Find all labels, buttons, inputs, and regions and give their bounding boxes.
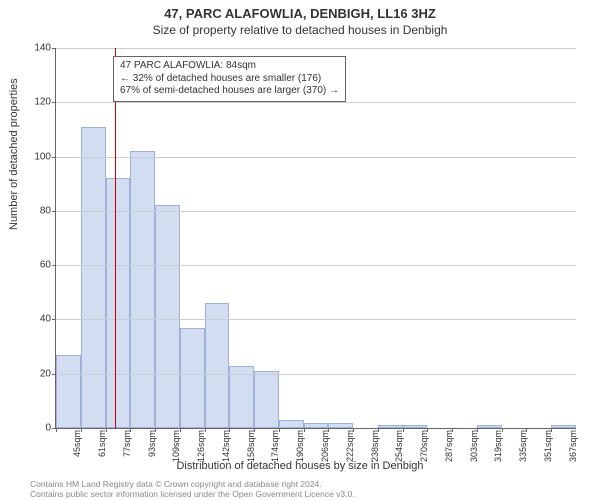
y-tick-label: 100 — [21, 151, 51, 162]
property-marker-line — [115, 48, 116, 428]
y-tick-label: 60 — [21, 260, 51, 271]
annotation-line: 47 PARC ALAFOWLIA: 84sqm — [120, 60, 339, 73]
y-tick-label: 20 — [21, 368, 51, 379]
histogram-bar — [477, 425, 502, 428]
page-title: 47, PARC ALAFOWLIA, DENBIGH, LL16 3HZ — [0, 0, 600, 21]
gridline — [56, 211, 576, 212]
gridline — [56, 102, 576, 103]
histogram-bar — [81, 127, 106, 428]
annotation-line: 67% of semi-detached houses are larger (… — [120, 85, 339, 98]
gridline — [56, 319, 576, 320]
bars-container — [56, 48, 576, 428]
histogram-bar — [155, 205, 180, 428]
histogram-bar — [551, 425, 576, 428]
histogram-bar — [229, 366, 254, 428]
histogram-bar — [205, 303, 230, 428]
histogram-bar — [403, 425, 428, 428]
histogram-bar — [328, 423, 353, 428]
histogram-bar — [56, 355, 81, 428]
histogram-bar — [254, 371, 279, 428]
gridline — [56, 48, 576, 49]
page-subtitle: Size of property relative to detached ho… — [0, 21, 600, 37]
histogram-bar — [279, 420, 304, 428]
y-axis-label: Number of detached properties — [8, 78, 20, 230]
gridline — [56, 265, 576, 266]
footer-line-1: Contains HM Land Registry data © Crown c… — [30, 479, 355, 489]
histogram-bar — [130, 151, 155, 428]
annotation-line: ← 32% of detached houses are smaller (17… — [120, 73, 339, 86]
gridline — [56, 157, 576, 158]
histogram-bar — [304, 423, 329, 428]
annotation-box: 47 PARC ALAFOWLIA: 84sqm← 32% of detache… — [113, 56, 346, 102]
footer-attribution: Contains HM Land Registry data © Crown c… — [30, 479, 355, 499]
gridline — [56, 374, 576, 375]
x-axis-label: Distribution of detached houses by size … — [0, 460, 600, 472]
y-tick-label: 80 — [21, 205, 51, 216]
y-tick-label: 0 — [21, 423, 51, 434]
histogram-bar — [180, 328, 205, 428]
histogram-bar — [378, 425, 403, 428]
y-tick-label: 120 — [21, 97, 51, 108]
y-tick-label: 140 — [21, 43, 51, 54]
histogram-bar — [106, 178, 131, 428]
y-tick-label: 40 — [21, 314, 51, 325]
chart-plot-area: 45sqm61sqm77sqm93sqm109sqm126sqm142sqm15… — [55, 48, 576, 429]
footer-line-2: Contains public sector information licen… — [30, 489, 355, 499]
